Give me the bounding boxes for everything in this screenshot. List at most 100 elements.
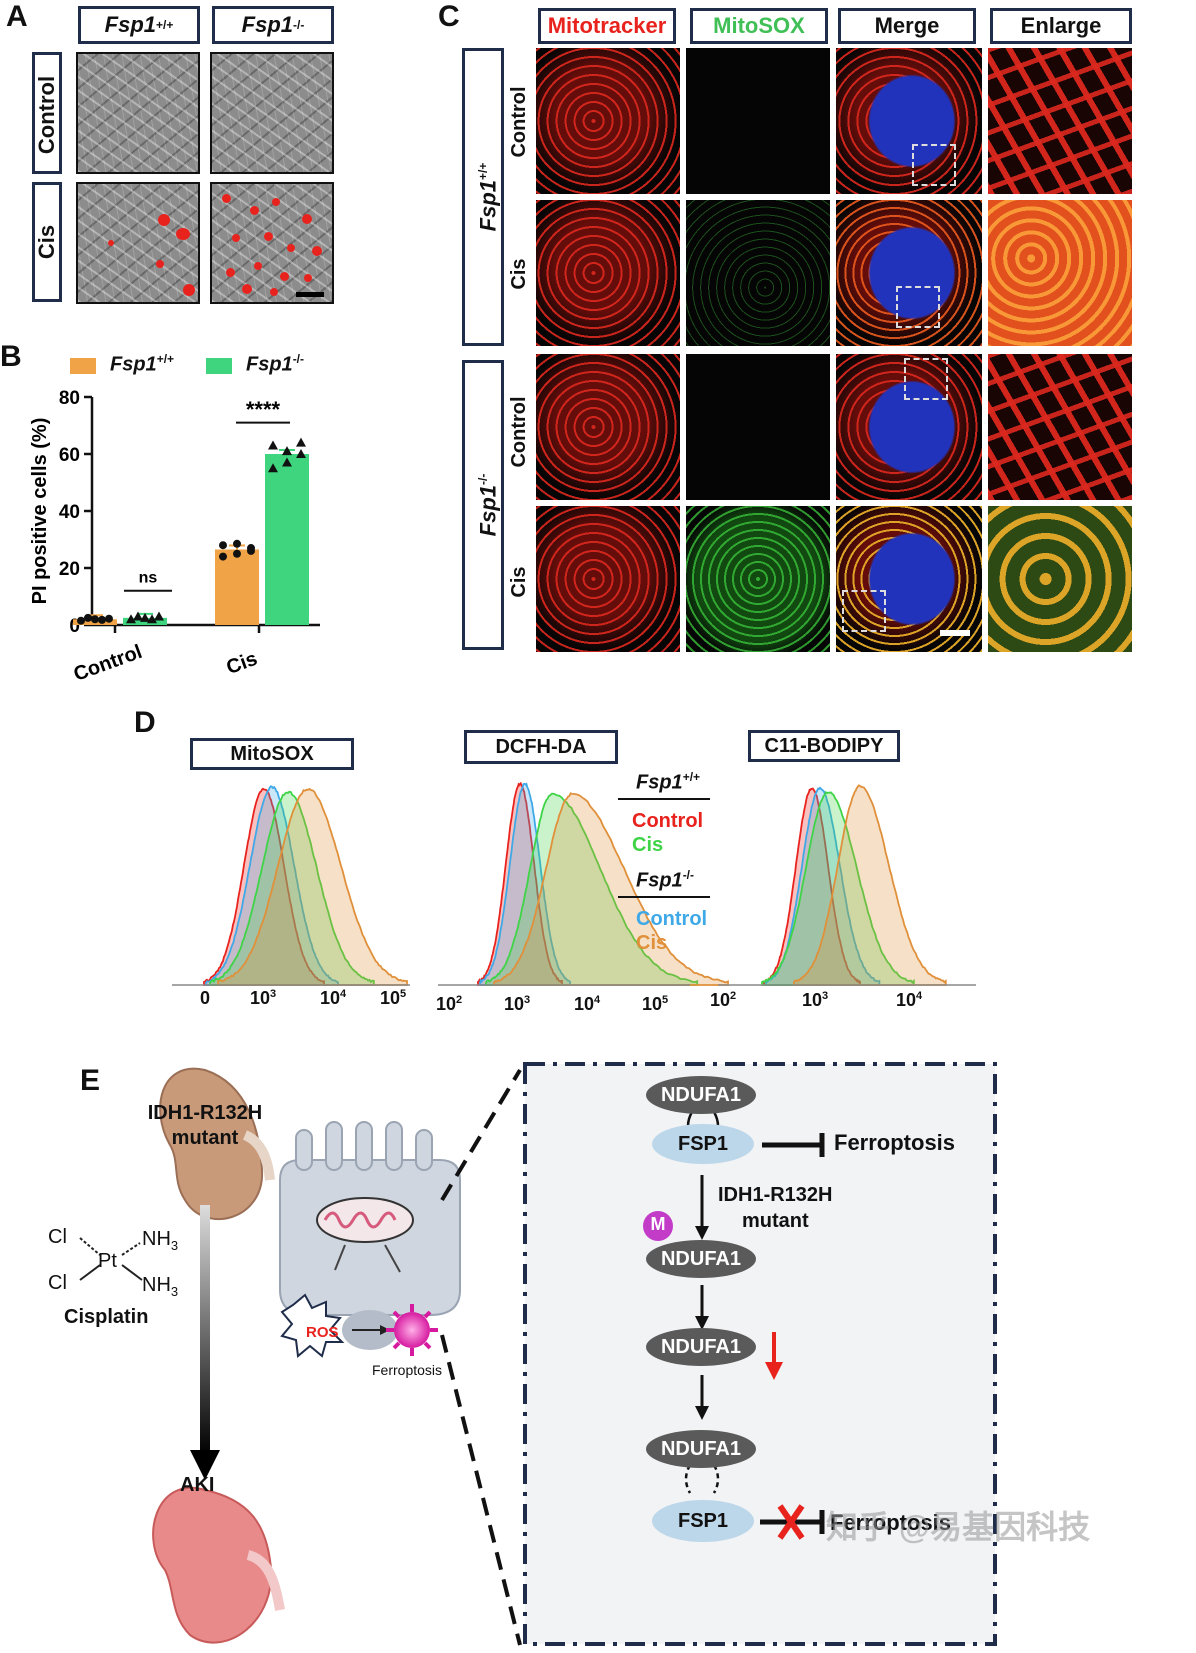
panel-label-d: D xyxy=(134,706,156,740)
legend-label-wt: Fsp1+/+ xyxy=(110,352,174,377)
y-tick-label: 20 xyxy=(59,559,80,580)
scale-bar xyxy=(940,630,970,636)
data-point xyxy=(133,611,143,620)
data-point xyxy=(233,540,241,548)
flow-histograms xyxy=(160,770,990,1030)
data-point xyxy=(233,550,241,558)
d3-tick-1e3: 103 xyxy=(802,990,828,1011)
panel-label-b: B xyxy=(0,340,22,374)
data-point xyxy=(219,541,227,549)
panelC-header-mitosox: MitoSOX xyxy=(690,8,828,44)
zoom-box xyxy=(896,286,940,328)
fluor-wt-control-mitosox xyxy=(686,48,830,194)
y-tick-label: 40 xyxy=(59,502,80,523)
legend-swatch-ko xyxy=(206,358,232,374)
bar-Cis-0 xyxy=(215,549,259,625)
data-point xyxy=(247,547,255,555)
panelC-group-label-wt: Fsp1+/+ xyxy=(470,117,496,277)
fluor-wt-cis-mitosox xyxy=(686,200,830,346)
idh-label-2: mutant xyxy=(140,1127,270,1150)
y-tick-label: 80 xyxy=(59,388,80,409)
panelA-row-label-control: Control xyxy=(34,55,60,175)
mid-label-2: mutant xyxy=(742,1210,809,1233)
legend-swatch-wt xyxy=(70,358,96,374)
data-point xyxy=(154,611,164,620)
fluor-ko-cis-mitotracker xyxy=(536,506,680,652)
sig-star: **** xyxy=(246,397,281,422)
zoom-box xyxy=(904,358,948,400)
panelC-header-mitotracker: Mitotracker xyxy=(538,8,676,44)
zoom-box xyxy=(842,590,886,632)
data-point xyxy=(98,616,106,624)
d2-tick-1e4: 104 xyxy=(574,994,600,1015)
data-point xyxy=(105,615,113,623)
ndufa1-node-4: NDUFA1 xyxy=(646,1430,756,1468)
fluor-ko-cis-mitosox xyxy=(686,506,830,652)
cisplatin-cl-top: Cl xyxy=(48,1226,67,1249)
d2-tick-1e3: 103 xyxy=(504,994,530,1015)
fluor-ko-control-mitosox xyxy=(686,354,830,500)
d-legend-wt: Fsp1+/+ xyxy=(636,770,700,795)
d2-tick-1e5: 105 xyxy=(642,994,668,1015)
fluor-ko-control-mitotracker xyxy=(536,354,680,500)
methyl-badge: M xyxy=(650,1214,666,1235)
cisplatin-label: Cisplatin xyxy=(64,1306,148,1329)
fluor-ko-control-enlarge xyxy=(988,354,1132,500)
d3-tick-1e2: 102 xyxy=(710,990,736,1011)
fluor-ko-cis-enlarge xyxy=(988,506,1132,652)
panelC-row-label-2: Cis xyxy=(507,224,531,324)
ros-label: ROS xyxy=(306,1324,339,1341)
y-axis-label: PI positive cells (%) xyxy=(29,418,51,605)
bar-Cis-1 xyxy=(265,454,309,625)
d3-tick-1e4: 104 xyxy=(896,990,922,1011)
micrograph-wt-control xyxy=(76,52,200,174)
d1-tick-1e3: 103 xyxy=(250,988,276,1009)
ferroptosis-label-1: Ferroptosis xyxy=(834,1130,955,1156)
panelA-row-label-cis: Cis xyxy=(34,182,60,302)
fluor-wt-cis-enlarge xyxy=(988,200,1132,346)
fsp1-node-1: FSP1 xyxy=(652,1124,754,1164)
d-legend-wt-cis: Cis xyxy=(632,834,663,857)
zoom-box xyxy=(912,144,956,186)
cisplatin-nh3-top: NH3 xyxy=(142,1228,178,1253)
d-legend-divider-2 xyxy=(618,896,710,898)
d-legend-ko-cis: Cis xyxy=(636,932,667,955)
panelA-col-header-wt: Fsp1 +/+ xyxy=(78,6,200,44)
d-legend-ko: Fsp1-/- xyxy=(636,868,694,893)
panelD-title-c11: C11-BODIPY xyxy=(748,730,900,762)
data-point xyxy=(296,449,306,458)
d1-tick-1e4: 104 xyxy=(320,988,346,1009)
cisplatin-pt: Pt xyxy=(98,1250,117,1273)
bar-chart: 0 20 40 60 80 PI positive cells (%) Control Cis… xyxy=(0,380,400,700)
mid-label-1: IDH1-R132H xyxy=(718,1184,832,1207)
panel-label-c: C xyxy=(438,0,460,34)
legend-label-ko: Fsp1-/- xyxy=(246,352,304,377)
fsp1-node-2: FSP1 xyxy=(652,1500,754,1542)
micrograph-wt-cis xyxy=(76,182,200,304)
data-point xyxy=(77,617,85,625)
micrograph-ko-cis xyxy=(210,182,334,304)
d-legend-wt-control: Control xyxy=(632,810,703,833)
data-point xyxy=(91,615,99,623)
d1-tick-1e5: 105 xyxy=(380,988,406,1009)
watermark: 知乎 @易基因科技 xyxy=(826,1502,1090,1548)
cisplatin-cl-bottom: Cl xyxy=(48,1272,67,1295)
panelC-group-label-ko: Fsp1-/- xyxy=(470,425,496,585)
panelC-row-label-3: Control xyxy=(507,382,531,482)
kidney-aki-icon xyxy=(153,1488,280,1643)
data-point xyxy=(219,553,227,561)
cisplatin-nh3-bottom: NH3 xyxy=(142,1274,178,1299)
ndufa1-node-3: NDUFA1 xyxy=(646,1328,756,1366)
cell-illustration xyxy=(280,1122,460,1356)
data-point xyxy=(296,438,306,447)
micrograph-ko-control xyxy=(210,52,334,174)
d-legend-ko-control: Control xyxy=(636,908,707,931)
data-point xyxy=(84,614,92,622)
idh-label-1: IDH1-R132H xyxy=(140,1102,270,1125)
panelC-row-label-4: Cis xyxy=(507,532,531,632)
x-tick-label: Cis xyxy=(224,648,261,679)
y-tick-label: 60 xyxy=(59,445,80,466)
data-point xyxy=(268,440,278,449)
fluor-wt-control-enlarge xyxy=(988,48,1132,194)
panelA-col-header-ko: Fsp1 -/- xyxy=(212,6,334,44)
